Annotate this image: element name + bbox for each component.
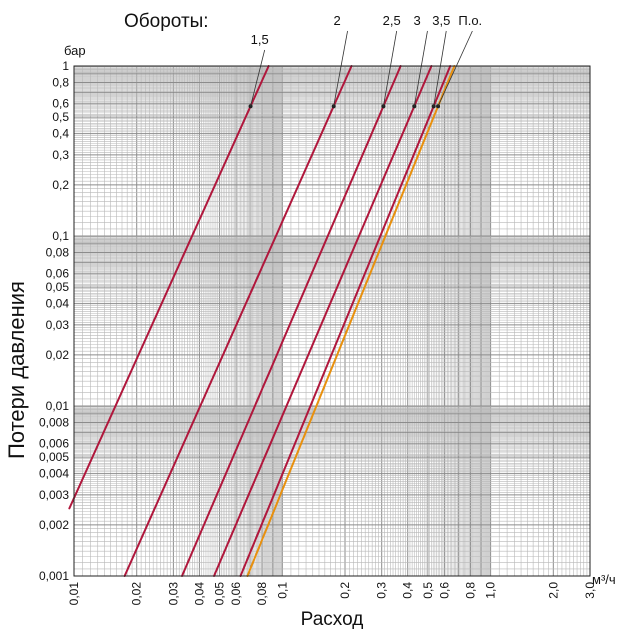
x-tick-label: 0,04 xyxy=(192,582,206,606)
x-tick-label: 0,03 xyxy=(166,582,180,606)
x-tick-label: 0,1 xyxy=(275,582,289,599)
y-tick-label: 0,02 xyxy=(46,348,70,362)
y-tick-label: 1 xyxy=(62,59,69,73)
x-tick-label: 0,8 xyxy=(463,582,477,599)
x-tick-label: 0,3 xyxy=(375,582,389,599)
series-label: 3 xyxy=(413,13,420,28)
y-tick-label: 0,2 xyxy=(52,178,69,192)
y-tick-label: 0,004 xyxy=(39,467,69,481)
series-line xyxy=(123,65,353,577)
x-tick-label: 3,0 xyxy=(583,582,597,599)
series-label: П.о. xyxy=(458,13,482,28)
y-tick-label: 0,005 xyxy=(39,450,69,464)
y-tick-label: 0,01 xyxy=(46,399,70,413)
y-tick-label: 0,6 xyxy=(52,97,69,111)
series-lines xyxy=(68,65,456,577)
x-tick-label: 0,4 xyxy=(401,582,415,599)
series-label: 1,5 xyxy=(251,32,269,47)
series-leader-line xyxy=(333,30,348,107)
series-line xyxy=(246,65,456,577)
x-tick-label: 0,06 xyxy=(229,582,243,606)
y-tick-label: 0,3 xyxy=(52,148,69,162)
series-label: 2 xyxy=(334,13,341,28)
y-tick-label: 0,8 xyxy=(52,75,69,89)
chart-title: Обороты: xyxy=(124,11,209,32)
x-tick-label: 0,5 xyxy=(421,582,435,599)
y-tick-label: 0,5 xyxy=(52,110,69,124)
y-tick-label: 0,03 xyxy=(46,318,70,332)
y-tick-label: 0,04 xyxy=(46,297,70,311)
y-tick-label: 0,06 xyxy=(46,267,70,281)
series-line xyxy=(181,65,402,577)
series-line xyxy=(239,65,452,577)
y-tick-label: 0,1 xyxy=(52,229,69,243)
x-tick-label: 0,6 xyxy=(437,582,451,599)
y-tick-label: 0,4 xyxy=(52,127,69,141)
y-tick-label: 0,08 xyxy=(46,245,70,259)
series-line xyxy=(213,65,433,577)
y-tick-label: 0,008 xyxy=(39,415,69,429)
x-tick-label: 0,01 xyxy=(67,582,81,606)
x-tick-label: 0,08 xyxy=(255,582,269,606)
series-line xyxy=(68,65,270,510)
y-tick-label: 0,003 xyxy=(39,488,69,502)
x-tick-label: 0,02 xyxy=(130,582,144,606)
x-axis-label: Расход xyxy=(301,609,364,630)
x-tick-label: 0,2 xyxy=(338,582,352,599)
y-tick-label: 0,001 xyxy=(39,569,69,583)
series-leader-line xyxy=(250,49,266,107)
series-leader-line xyxy=(413,30,428,107)
x-tick-label: 0,05 xyxy=(213,582,227,606)
series-leader-line xyxy=(437,30,473,107)
y-axis-label: Потери давления xyxy=(4,281,29,459)
y-tick-label: 0,05 xyxy=(46,280,70,294)
series-leader-line xyxy=(383,30,398,107)
y-tick-label: 0,002 xyxy=(39,518,69,532)
tick-labels: 10,80,60,50,40,30,20,10,080,060,050,040,… xyxy=(39,59,597,605)
y-tick-label: 0,006 xyxy=(39,437,69,451)
plot-frame xyxy=(73,65,591,577)
x-unit-label: м³/ч xyxy=(592,572,616,587)
grid xyxy=(73,66,591,577)
x-tick-label: 1,0 xyxy=(484,582,498,599)
series-leader-line xyxy=(433,30,447,107)
x-tick-label: 2,0 xyxy=(546,582,560,599)
series-label: 3,5 xyxy=(432,13,450,28)
series-label: 2,5 xyxy=(383,13,401,28)
series-labels: 1,5 2 2,5 3 3,5 П.о. xyxy=(248,13,482,109)
y-unit-label: бар xyxy=(64,43,86,58)
